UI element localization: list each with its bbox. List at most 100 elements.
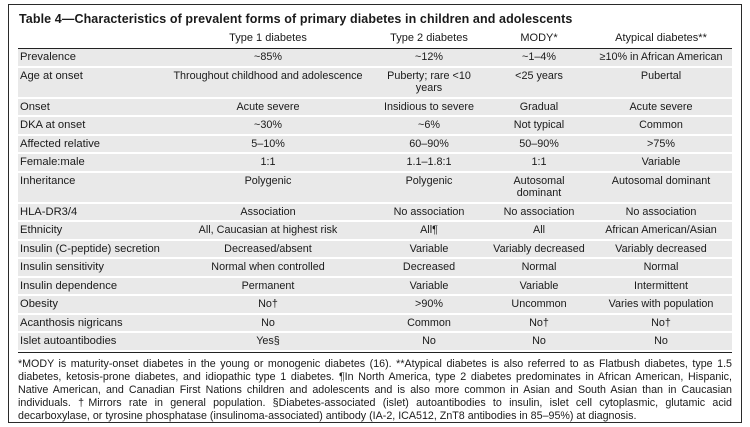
- cell-mody: No association: [488, 202, 590, 222]
- row-label: Insulin dependence: [18, 276, 166, 296]
- cell-atypical: Varies with population: [590, 295, 732, 315]
- cell-mody: Not typical: [488, 116, 590, 136]
- cell-mody: <25 years: [488, 66, 590, 99]
- row-label: Ethnicity: [18, 221, 166, 241]
- cell-atypical: Autosomal dominant: [590, 171, 732, 204]
- cell-atypical: >75%: [590, 134, 732, 154]
- cell-atypical: No: [590, 332, 732, 352]
- cell-atypical: Acute severe: [590, 97, 732, 117]
- table-row: Islet autoantibodies Yes§ No No No: [18, 332, 732, 352]
- table-row: Insulin sensitivity Normal when controlle…: [18, 258, 732, 278]
- cell-atypical: No association: [590, 202, 732, 222]
- cell-type2: >90%: [370, 295, 488, 315]
- cell-atypical: Pubertal: [590, 66, 732, 99]
- cell-type2: Common: [370, 313, 488, 333]
- row-label: Female:male: [18, 153, 166, 173]
- table-row: Obesity No† >90% Uncommon Varies with popula…: [18, 295, 732, 315]
- table-row: Age at onset Throughout childhood and ado…: [18, 66, 732, 99]
- cell-type1: Permanent: [166, 276, 370, 296]
- cell-mody: Variably decreased: [488, 239, 590, 259]
- column-header-type2: Type 2 diabetes: [370, 30, 488, 49]
- table-row: Ethnicity All, Caucasian at highest risk A…: [18, 221, 732, 241]
- cell-atypical: Variably decreased: [590, 239, 732, 259]
- column-header-row: Type 1 diabetes Type 2 diabetes MODY* At…: [18, 30, 732, 49]
- row-label: Affected relative: [18, 134, 166, 154]
- cell-atypical: Variable: [590, 153, 732, 173]
- cell-type1: ~85%: [166, 48, 370, 68]
- cell-type2: Polygenic: [370, 171, 488, 204]
- column-header-type1: Type 1 diabetes: [166, 30, 370, 49]
- cell-mody: No†: [488, 313, 590, 333]
- cell-atypical: ≥10% in African American: [590, 48, 732, 68]
- cell-mody: Autosomal dominant: [488, 171, 590, 204]
- row-label: Onset: [18, 97, 166, 117]
- cell-mody: 1:1: [488, 153, 590, 173]
- cell-type2: Variable: [370, 276, 488, 296]
- cell-type1: ~30%: [166, 116, 370, 136]
- row-label: Acanthosis nigricans: [18, 313, 166, 333]
- cell-type1: No†: [166, 295, 370, 315]
- cell-type1: Association: [166, 202, 370, 222]
- table-row: HLA-DR3/4 Association No association No ass…: [18, 202, 732, 222]
- cell-mody: Variable: [488, 276, 590, 296]
- cell-atypical: African American/Asian: [590, 221, 732, 241]
- table-row: Onset Acute severe Insidious to severe Grad…: [18, 97, 732, 117]
- row-label: DKA at onset: [18, 116, 166, 136]
- row-label: Prevalence: [18, 48, 166, 68]
- cell-type1: Decreased/absent: [166, 239, 370, 259]
- table-footnote: *MODY is maturity-onset diabetes in the …: [18, 357, 732, 422]
- table-row: Inheritance Polygenic Polygenic Autosomal d…: [18, 171, 732, 204]
- cell-mody: No: [488, 332, 590, 352]
- cell-mody: Normal: [488, 258, 590, 278]
- column-header-atypical: Atypical diabetes**: [590, 30, 732, 49]
- row-label: Inheritance: [18, 171, 166, 204]
- table-title: Table 4—Characteristics of prevalent for…: [19, 12, 573, 26]
- table-frame: Table 4—Characteristics of prevalent for…: [8, 4, 742, 423]
- cell-mody: ~1–4%: [488, 48, 590, 68]
- table-row: Insulin dependence Permanent Variable Varia…: [18, 276, 732, 296]
- row-label: Obesity: [18, 295, 166, 315]
- cell-mody: Gradual: [488, 97, 590, 117]
- cell-atypical: No†: [590, 313, 732, 333]
- cell-type1: 5–10%: [166, 134, 370, 154]
- cell-atypical: Normal: [590, 258, 732, 278]
- table-row: Affected relative 5–10% 60–90% 50–90% >75%: [18, 134, 732, 154]
- row-label: Insulin sensitivity: [18, 258, 166, 278]
- diabetes-characteristics-table: Type 1 diabetes Type 2 diabetes MODY* At…: [18, 30, 732, 352]
- cell-type2: No: [370, 332, 488, 352]
- table-row: Prevalence ~85% ~12% ~1–4% ≥10% in African A…: [18, 48, 732, 68]
- cell-atypical: Common: [590, 116, 732, 136]
- cell-type2: No association: [370, 202, 488, 222]
- cell-type2: Variable: [370, 239, 488, 259]
- row-label: Age at onset: [18, 66, 166, 99]
- cell-type2: Decreased: [370, 258, 488, 278]
- column-header-blank: [18, 30, 166, 49]
- cell-type1: Polygenic: [166, 171, 370, 204]
- row-label: HLA-DR3/4: [18, 202, 166, 222]
- cell-type1: Yes§: [166, 332, 370, 352]
- table-row: Female:male 1:1 1.1–1.8:1 1:1 Variable: [18, 153, 732, 173]
- cell-atypical: Intermittent: [590, 276, 732, 296]
- cell-type2: 60–90%: [370, 134, 488, 154]
- table-bottom-rule: [18, 351, 732, 353]
- cell-type1: Acute severe: [166, 97, 370, 117]
- cell-type2: All¶: [370, 221, 488, 241]
- cell-mody: Uncommon: [488, 295, 590, 315]
- cell-type2: ~12%: [370, 48, 488, 68]
- column-header-mody: MODY*: [488, 30, 590, 49]
- table-row: Insulin (C-peptide) secretion Decreased/a…: [18, 239, 732, 259]
- cell-type1: Throughout childhood and adolescence: [166, 66, 370, 99]
- row-label: Islet autoantibodies: [18, 332, 166, 352]
- cell-mody: All: [488, 221, 590, 241]
- cell-type1: 1:1: [166, 153, 370, 173]
- cell-mody: 50–90%: [488, 134, 590, 154]
- cell-type1: No: [166, 313, 370, 333]
- row-label: Insulin (C-peptide) secretion: [18, 239, 166, 259]
- cell-type1: All, Caucasian at highest risk: [166, 221, 370, 241]
- cell-type2: Insidious to severe: [370, 97, 488, 117]
- table-row: DKA at onset ~30% ~6% Not typical Common: [18, 116, 732, 136]
- cell-type1: Normal when controlled: [166, 258, 370, 278]
- cell-type2: ~6%: [370, 116, 488, 136]
- cell-type2: 1.1–1.8:1: [370, 153, 488, 173]
- table-row: Acanthosis nigricans No Common No† No†: [18, 313, 732, 333]
